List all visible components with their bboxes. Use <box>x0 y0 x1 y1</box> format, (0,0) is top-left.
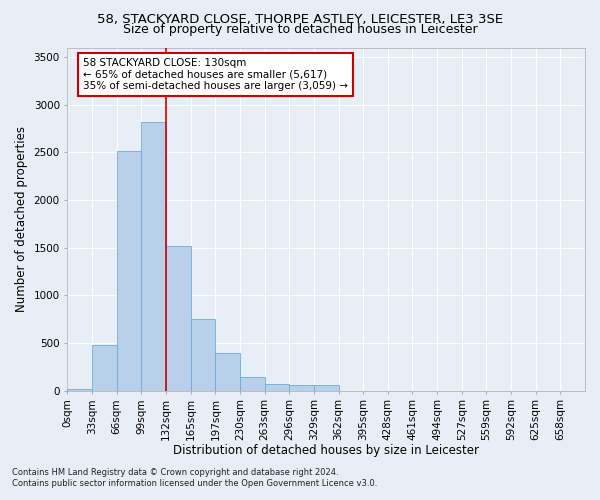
Text: 58, STACKYARD CLOSE, THORPE ASTLEY, LEICESTER, LE3 3SE: 58, STACKYARD CLOSE, THORPE ASTLEY, LEIC… <box>97 12 503 26</box>
Bar <box>265 384 289 390</box>
Bar <box>166 246 191 390</box>
X-axis label: Distribution of detached houses by size in Leicester: Distribution of detached houses by size … <box>173 444 479 458</box>
Text: Contains HM Land Registry data © Crown copyright and database right 2024.
Contai: Contains HM Land Registry data © Crown c… <box>12 468 377 487</box>
Text: 58 STACKYARD CLOSE: 130sqm
← 65% of detached houses are smaller (5,617)
35% of s: 58 STACKYARD CLOSE: 130sqm ← 65% of deta… <box>83 58 348 91</box>
Y-axis label: Number of detached properties: Number of detached properties <box>15 126 28 312</box>
Bar <box>117 152 142 390</box>
Bar <box>191 319 215 390</box>
Bar <box>142 122 166 390</box>
Bar <box>215 354 240 391</box>
Bar <box>240 377 265 390</box>
Bar <box>92 345 117 391</box>
Bar <box>314 386 338 390</box>
Bar <box>289 386 314 390</box>
Bar <box>67 388 92 390</box>
Text: Size of property relative to detached houses in Leicester: Size of property relative to detached ho… <box>122 24 478 36</box>
